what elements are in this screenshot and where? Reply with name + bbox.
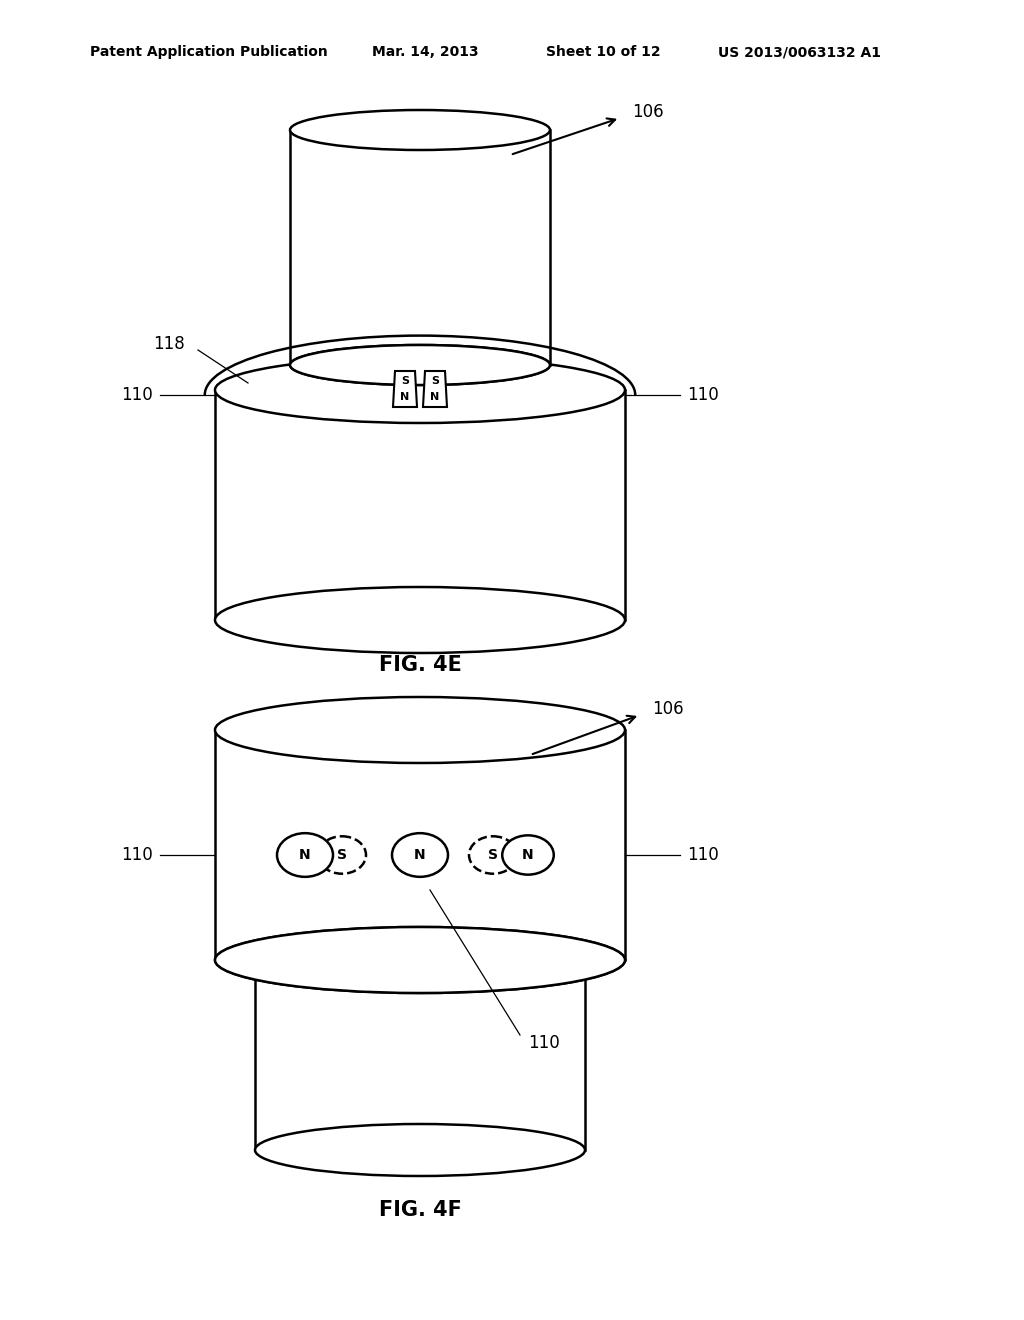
Ellipse shape (215, 927, 625, 993)
Text: N: N (522, 847, 534, 862)
Ellipse shape (215, 356, 625, 422)
Text: Sheet 10 of 12: Sheet 10 of 12 (546, 45, 660, 59)
Ellipse shape (502, 836, 554, 875)
Ellipse shape (290, 345, 550, 385)
Text: FIG. 4F: FIG. 4F (379, 1200, 462, 1220)
Ellipse shape (255, 935, 585, 986)
Text: N: N (414, 847, 426, 862)
Ellipse shape (469, 837, 517, 874)
Ellipse shape (278, 833, 333, 876)
Ellipse shape (215, 927, 625, 993)
Text: 110: 110 (528, 1034, 560, 1052)
Text: S: S (401, 376, 409, 385)
Text: Patent Application Publication: Patent Application Publication (90, 45, 328, 59)
Ellipse shape (255, 1125, 585, 1176)
Text: 106: 106 (632, 103, 664, 121)
Text: N: N (400, 392, 410, 403)
Text: Mar. 14, 2013: Mar. 14, 2013 (372, 45, 478, 59)
Ellipse shape (290, 345, 550, 385)
Ellipse shape (318, 837, 366, 874)
Text: US 2013/0063132 A1: US 2013/0063132 A1 (718, 45, 881, 59)
Text: N: N (430, 392, 439, 403)
Text: FIG. 4E: FIG. 4E (379, 655, 462, 675)
Polygon shape (393, 371, 417, 407)
Text: S: S (337, 847, 347, 862)
Ellipse shape (392, 833, 449, 876)
Text: S: S (488, 847, 498, 862)
Ellipse shape (215, 697, 625, 763)
Text: 110: 110 (121, 385, 153, 404)
Text: N: N (299, 847, 311, 862)
Text: S: S (431, 376, 439, 385)
Polygon shape (423, 371, 447, 407)
Text: 110: 110 (687, 385, 719, 404)
Text: 106: 106 (652, 700, 684, 718)
Ellipse shape (215, 587, 625, 653)
Text: 110: 110 (121, 846, 153, 865)
Text: 110: 110 (687, 846, 719, 865)
Ellipse shape (290, 110, 550, 150)
Text: 118: 118 (154, 335, 185, 352)
